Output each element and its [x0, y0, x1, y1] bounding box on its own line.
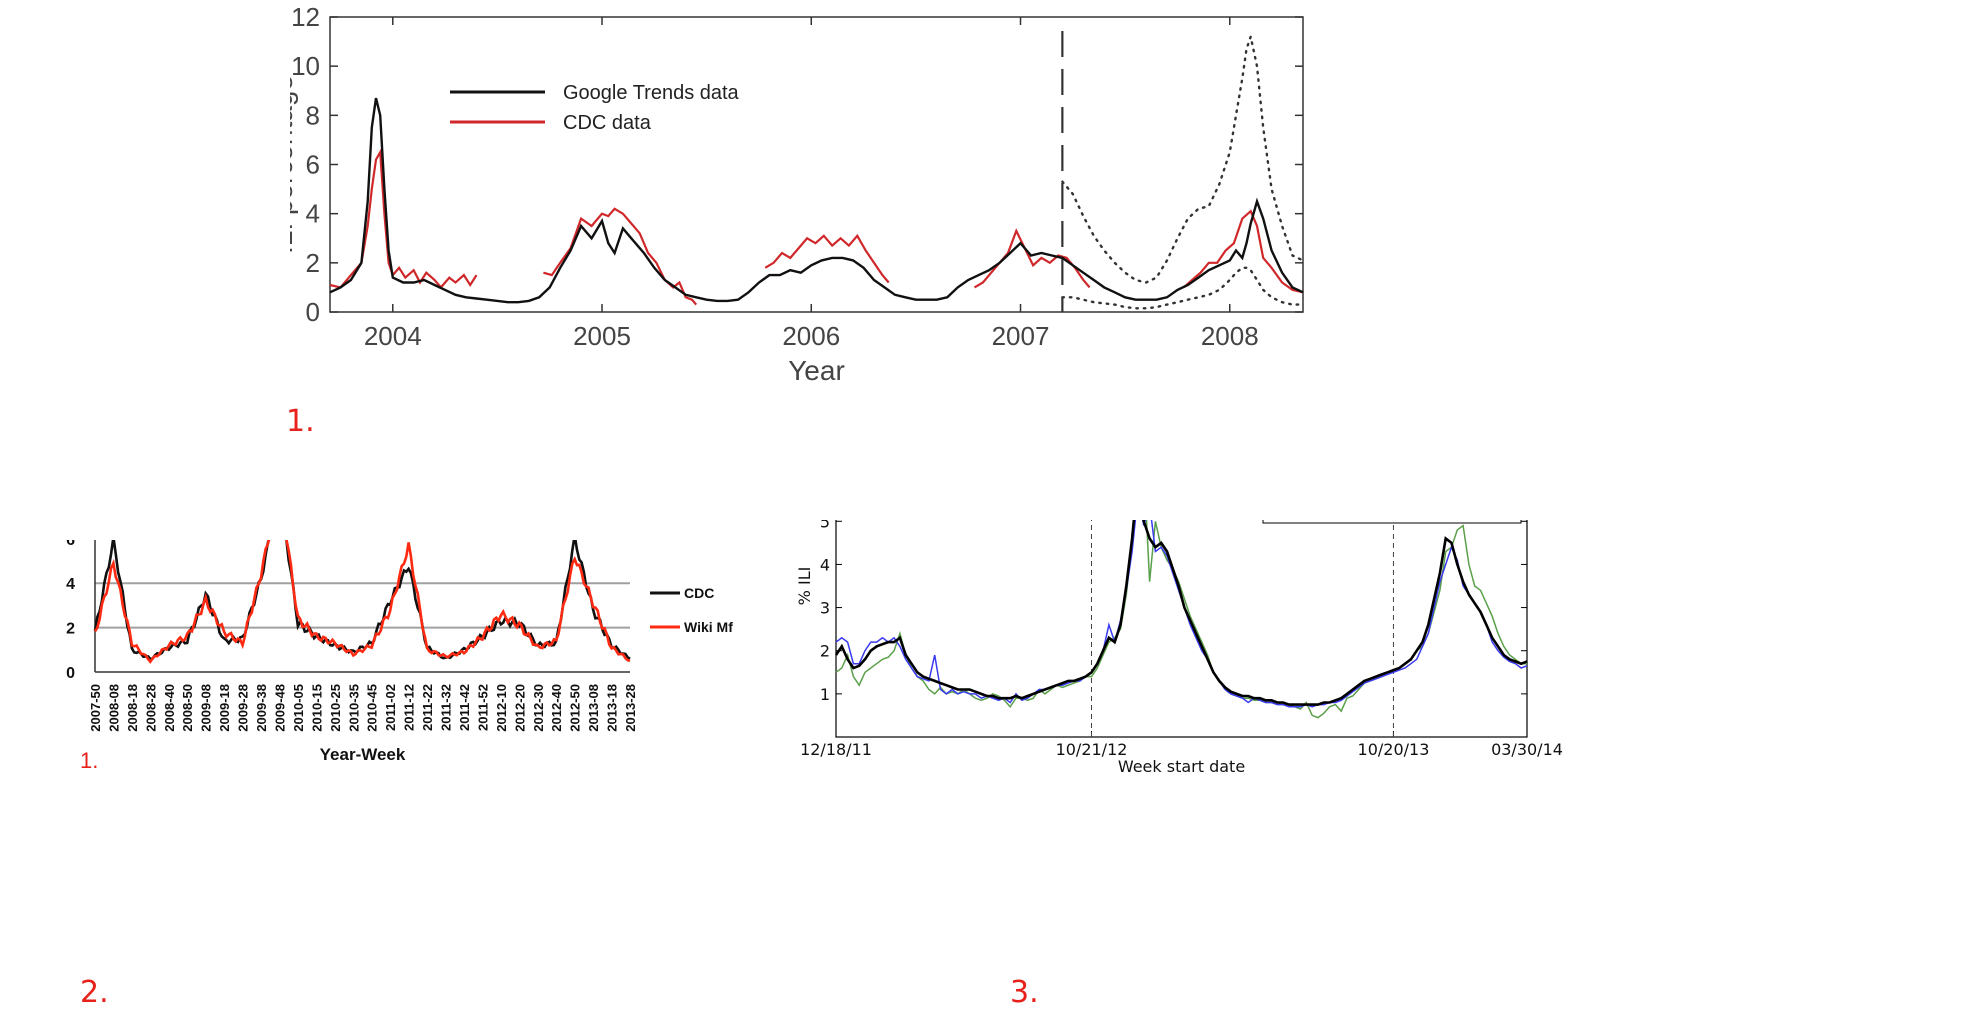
x-tick-label: 2008-28 — [143, 684, 158, 732]
x-tick-label: 2007-50 — [88, 684, 103, 732]
legend-box — [1262, 440, 1522, 524]
legend-label-cdc: CDC — [684, 585, 714, 601]
x-tick-label: 2005 — [573, 321, 631, 351]
x-tick-label: 2012-50 — [568, 684, 583, 732]
chart-nowcasting: Nowcasting across three seasons123456712… — [790, 414, 1770, 980]
series-ground-truth-line — [834, 477, 1528, 706]
x-tick-label: 2011-32 — [439, 684, 454, 731]
y-tick-label: 12 — [291, 2, 320, 32]
x-tick-label: 2011-52 — [475, 684, 490, 731]
y-tick-label: 6 — [66, 540, 75, 549]
x-tick-label: 2010-05 — [291, 684, 306, 732]
series-nowcast-cdc-twitter-line — [835, 495, 1528, 708]
x-tick-label: 2013-08 — [586, 684, 601, 732]
x-tick-label: 2008-50 — [180, 684, 195, 732]
x-tick-label: 03/30/14 — [1491, 740, 1563, 759]
x-tick-label: 2009-08 — [199, 684, 214, 732]
y-tick-label: 0 — [306, 297, 320, 327]
y-tick-label: 2 — [306, 248, 320, 278]
x-tick-label: 2011-22 — [420, 684, 435, 731]
x-tick-label: 2009-38 — [254, 684, 269, 732]
x-axis-label: Year — [788, 355, 845, 386]
x-tick-label: 2012-30 — [531, 684, 546, 732]
chart-google-trends: 0 2 4 6 8 10 12 2004 2005 2006 2007 2008 Year ILI per… — [267, 0, 1660, 490]
series-cdc-line — [93, 489, 631, 661]
legend-label-google: Google Trends data — [563, 82, 740, 104]
panel-label-1: 1. — [286, 404, 315, 439]
y-tick-label: 4 — [820, 555, 830, 574]
x-tick-label: 2009-18 — [217, 684, 232, 732]
x-tick-label: 2008-18 — [125, 684, 140, 732]
x-tick-label: 2008-08 — [106, 684, 121, 732]
x-tick-label: 2007 — [992, 321, 1050, 351]
y-tick-label: 10 — [291, 51, 320, 81]
y-axis-label: % ILI — [795, 567, 814, 606]
y-tick-label: 6 — [306, 150, 320, 180]
y-tick-label: 0 — [66, 665, 75, 682]
chart1-svg: 0 2 4 6 8 10 12 2004 2005 2006 2007 2008 Year ILI per… — [267, 2, 1305, 386]
x-tick-label: 2011-02 — [383, 684, 398, 731]
x-tick-label: 2012-10 — [494, 684, 509, 732]
panel-mark-1: 1. — [80, 748, 98, 773]
y-tick-label: 5 — [820, 520, 830, 531]
x-tick-label: 2012-20 — [512, 684, 527, 732]
x-tick-label: 2010-35 — [346, 684, 361, 732]
x-tick-label: 2011-42 — [457, 684, 472, 731]
x-tick-label: 2009-28 — [236, 684, 251, 732]
x-tick-label: 2010-25 — [328, 684, 343, 732]
legend-label-wiki-mf: Wiki Mf — [684, 619, 733, 635]
y-tick-label: 3 — [820, 599, 830, 618]
x-tick-label: 12/18/11 — [800, 740, 872, 759]
series-upper-bound-line — [1061, 32, 1305, 284]
x-tick-label: 2009-48 — [272, 684, 287, 732]
x-axis-label: Year-Week — [320, 745, 406, 764]
panel-label-3: 3. — [1010, 975, 1039, 1010]
y-tick-label: 4 — [306, 199, 320, 229]
y-tick-label: 2 — [66, 621, 75, 638]
x-tick-label: 2008-40 — [162, 684, 177, 732]
series-google-trends-line — [329, 97, 1304, 304]
series-lower-bound-line — [1061, 266, 1305, 310]
x-tick-label: 2013-18 — [605, 684, 620, 732]
x-axis-label: Week start date — [1118, 757, 1245, 776]
x-tick-label: 10/20/13 — [1358, 740, 1430, 759]
chart3-svg: Nowcasting across three seasons123456712… — [795, 414, 1563, 776]
series-cdc-line — [329, 148, 1304, 306]
x-tick-label: 2010-45 — [365, 684, 380, 732]
y-tick-label: 4 — [66, 576, 75, 593]
panel-label-2: 2. — [80, 975, 109, 1010]
legend-label-cdc: CDC data — [563, 112, 652, 134]
x-tick-label: 2012-40 — [549, 684, 564, 732]
x-tick-label: 2010-15 — [309, 684, 324, 732]
y-tick-label: 1 — [820, 685, 830, 704]
x-tick-label: 2013-28 — [623, 684, 638, 732]
plot-frame — [329, 16, 1304, 313]
y-tick-label: 8 — [306, 100, 320, 130]
x-tick-label: 10/21/12 — [1056, 740, 1128, 759]
plot-frame — [835, 434, 1528, 738]
series-wiki-mf-line — [93, 485, 631, 664]
x-tick-label: 2011-12 — [402, 684, 417, 731]
x-tick-label: 2004 — [364, 321, 422, 351]
y-axis-label: ILI percentage — [290, 75, 298, 254]
x-tick-label: 2008 — [1201, 321, 1259, 351]
y-tick-label: 2 — [820, 642, 830, 661]
x-tick-label: 2006 — [782, 321, 840, 351]
